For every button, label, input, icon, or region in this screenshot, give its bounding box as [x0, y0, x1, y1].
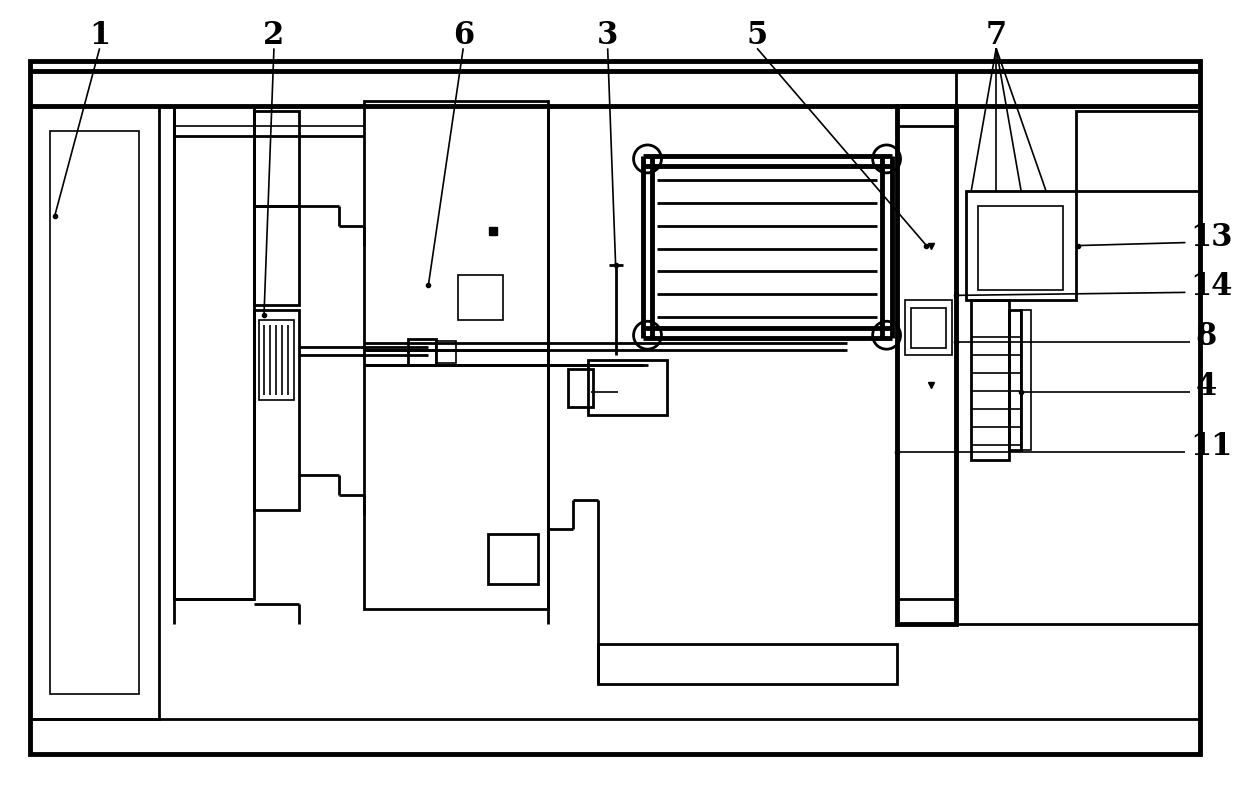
Bar — [254, 111, 299, 206]
Text: 1: 1 — [89, 20, 110, 51]
Bar — [30, 106, 160, 719]
Bar — [568, 369, 593, 407]
Text: 3: 3 — [596, 20, 619, 51]
Bar — [911, 309, 946, 349]
Bar — [254, 206, 299, 305]
Text: 13: 13 — [1190, 221, 1233, 253]
Bar — [254, 310, 299, 509]
Text: 4: 4 — [1195, 371, 1216, 402]
Bar — [1021, 310, 1030, 450]
Text: 14: 14 — [1190, 272, 1233, 302]
Bar — [1076, 111, 1200, 191]
Bar — [30, 61, 1200, 754]
Bar — [598, 644, 897, 684]
Bar — [897, 106, 956, 624]
Bar — [1009, 310, 1021, 450]
Bar — [897, 126, 956, 599]
Bar — [459, 276, 503, 320]
Text: 6: 6 — [453, 20, 474, 51]
Bar — [50, 131, 139, 694]
Bar — [904, 301, 952, 355]
Text: 5: 5 — [746, 20, 768, 51]
Bar — [966, 191, 1076, 301]
Text: 2: 2 — [263, 20, 284, 51]
Bar — [956, 106, 1200, 624]
Bar — [588, 360, 667, 415]
Text: 7: 7 — [986, 20, 1007, 51]
Bar — [175, 106, 254, 599]
Bar — [489, 535, 538, 584]
Bar — [259, 320, 294, 400]
Text: 11: 11 — [1190, 431, 1233, 462]
Bar — [971, 301, 1009, 460]
Bar — [978, 206, 1063, 290]
Bar — [363, 101, 548, 609]
Bar — [408, 339, 436, 365]
Bar — [436, 341, 456, 363]
Text: 8: 8 — [1195, 321, 1216, 352]
